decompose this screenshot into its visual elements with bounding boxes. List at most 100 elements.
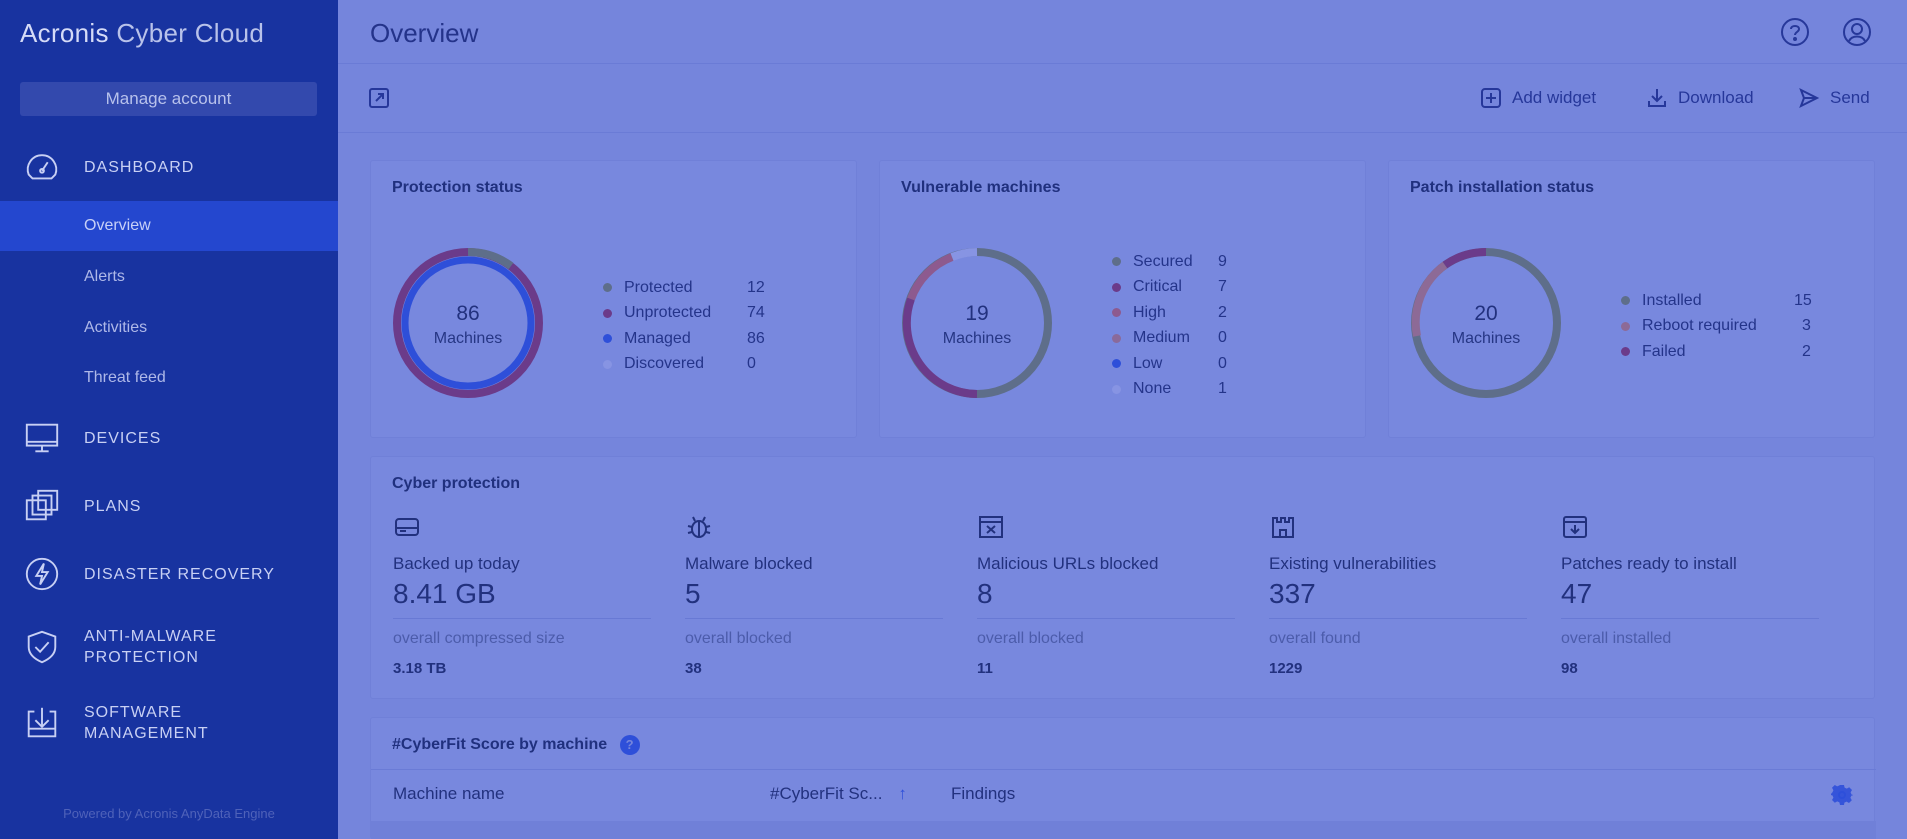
nav-devices[interactable]: DEVICES [0,418,338,458]
cyber-label: Backed up today [393,554,520,573]
patch-legend: Installed 15 Reboot required 3 Failed 2 [1621,288,1821,365]
send-button[interactable]: Send [1798,87,1870,109]
download-icon [1648,89,1666,107]
legend-item[interactable]: Medium 0 [1112,326,1252,352]
column-findings[interactable]: Findings [951,784,1016,803]
sidebar-item-activities[interactable]: Activities [84,319,148,336]
help-icon[interactable]: ? [619,735,640,755]
legend-item[interactable]: Critical 7 [1112,275,1252,301]
donut-total: 19 [965,302,989,325]
divider [685,618,943,619]
legend-item[interactable]: Discovered 0 [603,352,783,378]
widget-title: Protection status [392,179,523,196]
divider [1561,618,1819,619]
legend-item[interactable]: Managed 86 [603,326,783,352]
cyber-sub-label: overall compressed size [393,630,565,647]
cyber-sub-value: 38 [685,660,702,677]
cyber-value: 5 [685,578,701,609]
send-icon [1799,87,1820,109]
cyber-value: 8 [977,578,993,609]
nav-software-management[interactable]: SOFTWARE MANAGEMENT [0,701,338,745]
divider [371,769,1876,770]
nav-plans[interactable]: PLANS [0,486,338,526]
monitor-icon [0,419,84,457]
divider [977,618,1235,619]
legend-dot [603,308,612,318]
donut-unit: Machines [942,330,1012,347]
divider [393,618,651,619]
donut-center: 20 Machines [1426,302,1546,348]
vulnerable-legend: Secured 9 Critical 7 High 2 Medium 0 Low 0 No… [1112,249,1252,402]
legend-item[interactable]: Protected 12 [603,275,783,301]
cyber-label: Patches ready to install [1561,554,1737,573]
protection-legend: Protected 12 Unprotected 74 Managed 86 Disc… [603,275,783,377]
account-icon[interactable] [1842,17,1872,47]
sidebar-item-threat-feed[interactable]: Threat feed [84,369,166,386]
help-icon[interactable] [1780,17,1810,47]
legend-dot [1621,321,1630,331]
gear-icon[interactable] [1830,784,1854,811]
sort-arrow-up-icon: ↑ [898,784,907,803]
download-button[interactable]: Download [1646,87,1754,109]
donut-unit: Machines [1451,330,1521,347]
widget-title: #CyberFit Score by machine ? [392,735,640,755]
legend-dot [603,283,612,293]
donut-center: 86 Machines [408,302,528,348]
legend-item[interactable]: Installed 15 [1621,288,1821,314]
donut-total: 86 [456,302,480,325]
cyberfit-widget[interactable]: #CyberFit Score by machine ? [370,717,1876,839]
cyber-item-vulnerabilities: Existing vulnerabilities 337 [1269,514,1436,610]
nav-disaster-recovery[interactable]: DISASTER RECOVERY [0,554,338,594]
cyber-sub-value: 1229 [1269,660,1303,677]
nav-anti-malware[interactable]: ANTI-MALWARE PROTECTION [0,625,338,669]
software-icon [0,704,84,742]
column-cyberfit-score[interactable]: #CyberFit Sc... ↑ [770,784,907,803]
legend-dot [1621,347,1630,357]
legend-dot [1112,384,1121,394]
legend-dot [1621,296,1630,306]
donut-total: 20 [1474,302,1498,325]
legend-item[interactable]: Reboot required 3 [1621,314,1821,340]
cyber-sub-value: 11 [977,660,993,677]
widget-title: Patch installation status [1410,179,1595,196]
legend-item[interactable]: None 1 [1112,377,1252,403]
vulnerable-machines-widget[interactable]: Vulnerable machines 19 Machines Secured 9… [879,160,1366,438]
donut-center: 19 Machines [917,302,1037,348]
legend-item[interactable]: Low 0 [1112,351,1252,377]
cyber-label: Malware blocked [685,554,813,573]
legend-item[interactable]: Secured 9 [1112,249,1252,275]
cyber-item-urls: Malicious URLs blocked 8 [977,514,1158,610]
nav-dashboard[interactable]: DASHBOARD [0,147,338,187]
divider [1269,618,1527,619]
nav-software-line2: MANAGEMENT [84,725,209,742]
shield-icon [0,628,84,666]
cyber-item-backup: Backed up today 8.41 GB [393,514,520,610]
add-widget-button[interactable]: Add widget [1480,87,1596,109]
castle-icon [1272,517,1294,538]
manage-account-button[interactable]: Manage account [20,82,317,116]
cyber-sub-label: overall found [1269,630,1361,647]
gauge-icon [0,148,84,186]
header: Overview [338,0,1907,64]
nav-anti-malware-line1: ANTI-MALWARE [84,628,217,645]
cyber-protection-widget[interactable]: Cyber protection [370,456,1875,699]
patch-installation-widget[interactable]: Patch installation status 20 Machines In… [1388,160,1875,438]
cyber-sub-value: 98 [1561,660,1578,677]
sidebar-item-overview[interactable]: Overview [0,201,338,251]
column-machine-name[interactable]: Machine name [393,784,505,803]
legend-dot [603,334,612,344]
legend-dot [1112,333,1121,343]
expand-icon[interactable] [368,87,400,109]
donut-unit: Machines [433,330,503,347]
toolbar: Add widget Download Send [338,65,1907,133]
protection-status-widget[interactable]: Protection status 86 Machines Protected 1… [370,160,857,438]
sidebar-item-alerts[interactable]: Alerts [84,268,125,285]
lightning-icon [0,555,84,593]
nav-software-line1: SOFTWARE [84,704,183,721]
legend-item[interactable]: Unprotected 74 [603,301,783,327]
legend-item[interactable]: High 2 [1112,300,1252,326]
cyber-sub-label: overall blocked [685,630,792,647]
drive-icon [395,518,419,536]
legend-item[interactable]: Failed 2 [1621,339,1821,365]
powered-by: Powered by Acronis AnyData Engine [63,806,275,821]
